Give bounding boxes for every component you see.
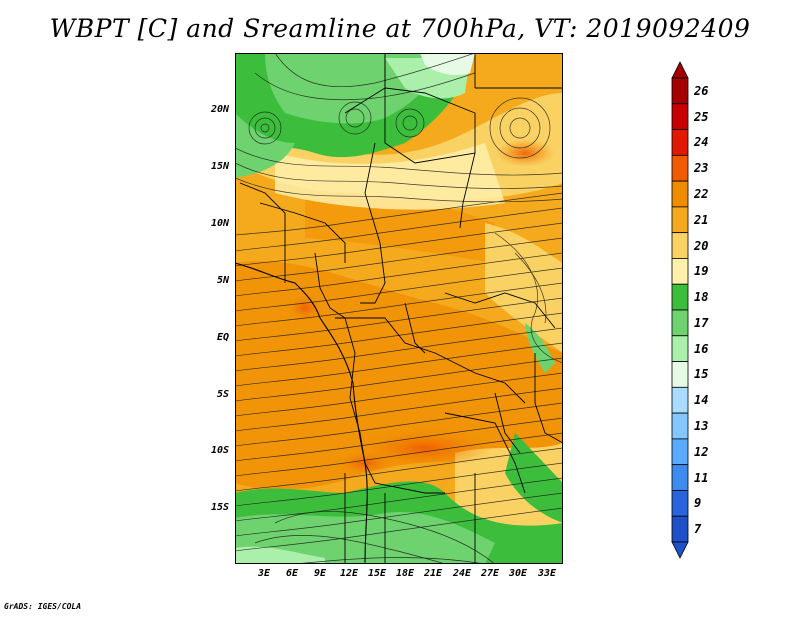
lat-label-eq: EQ xyxy=(216,332,229,343)
lon-label-9e: 9E xyxy=(313,568,327,579)
colorbar-segment xyxy=(671,154,689,182)
wbpt-16-region xyxy=(235,546,325,564)
streamlines xyxy=(235,53,563,564)
colorbar-label: 26 xyxy=(694,83,709,98)
colorbar-label: 15 xyxy=(694,367,709,382)
lon-label-3e: 3E xyxy=(257,568,271,579)
colorbar-segment xyxy=(671,412,689,440)
lat-label-5s: 5S xyxy=(216,389,229,400)
lon-label-33e: 33E xyxy=(537,568,557,579)
lon-label-21e: 21E xyxy=(423,568,443,579)
colorbar xyxy=(671,61,689,559)
colorbar-segment xyxy=(671,490,689,517)
lon-label-27e: 27E xyxy=(480,568,500,579)
colorbar-segment xyxy=(671,77,689,105)
country-borders xyxy=(239,53,563,564)
colorbar-label: 14 xyxy=(694,393,709,408)
wbpt-17-region xyxy=(235,512,495,564)
colorbar-label: 18 xyxy=(694,290,709,305)
chart-title: WBPT [C] and Sreamline at 700hPa, VT: 20… xyxy=(49,14,751,43)
colorbar-segment xyxy=(671,515,689,543)
grads-credit: GrADS: IGES/COLA xyxy=(4,602,82,611)
coastline xyxy=(235,262,368,564)
colorbar-label: 11 xyxy=(694,470,709,485)
colorbar-label: 9 xyxy=(694,496,702,511)
colorbar-segment xyxy=(671,335,689,362)
lon-label-6e: 6E xyxy=(285,568,299,579)
wbpt-18-region xyxy=(505,433,563,523)
colorbar-label: 21 xyxy=(694,212,709,227)
lon-label-12e: 12E xyxy=(339,568,359,579)
wbpt-18-region xyxy=(235,113,295,178)
colorbar-label: 20 xyxy=(694,238,709,253)
map-border xyxy=(235,53,563,564)
colorbar-label: 12 xyxy=(694,444,709,459)
lon-label-30e: 30E xyxy=(508,568,528,579)
colorbar-segment xyxy=(671,464,689,491)
colorbar-segment xyxy=(671,386,689,414)
colorbar-label: 24 xyxy=(694,135,709,150)
lat-label-15n: 15N xyxy=(210,161,229,172)
colorbar-segment xyxy=(671,438,689,466)
lat-label-15s: 15S xyxy=(210,502,229,513)
wbpt-15-region xyxy=(420,53,475,76)
colorbar-segment xyxy=(671,206,689,234)
colorbar-label: 23 xyxy=(694,161,709,176)
colorbar-label: 7 xyxy=(694,522,702,537)
lon-label-24e: 24E xyxy=(452,568,472,579)
colorbar-segment xyxy=(671,361,689,388)
lon-label-15e: 15E xyxy=(367,568,387,579)
colorbar-label: 16 xyxy=(694,341,709,356)
colorbar-label: 22 xyxy=(694,187,709,201)
lat-label-5n: 5N xyxy=(216,275,229,286)
colorbar-segment xyxy=(671,180,689,208)
map-panel xyxy=(235,53,563,564)
wbpt-19-region xyxy=(275,143,505,210)
lat-label-20n: 20N xyxy=(210,104,229,115)
wbpt-23-region xyxy=(287,294,323,322)
wbpt-23-region xyxy=(495,139,555,167)
colorbar-segment xyxy=(671,258,689,285)
colorbar-bottom-arrow xyxy=(671,541,689,559)
lon-label-18e: 18E xyxy=(395,568,415,579)
colorbar-segment xyxy=(671,232,689,259)
colorbar-segments xyxy=(671,61,689,559)
colorbar-label: 19 xyxy=(694,264,709,279)
lat-label-10s: 10S xyxy=(210,445,229,456)
colorbar-segment xyxy=(671,283,689,311)
colorbar-label: 13 xyxy=(694,419,709,433)
lat-label-10n: 10N xyxy=(210,218,229,229)
colorbar-segment xyxy=(671,129,689,156)
colorbar-segment xyxy=(671,103,689,130)
colorbar-top-arrow xyxy=(671,61,689,79)
colorbar-segment xyxy=(671,309,689,337)
colorbar-label: 25 xyxy=(694,109,709,124)
colorbar-label: 17 xyxy=(694,315,709,330)
